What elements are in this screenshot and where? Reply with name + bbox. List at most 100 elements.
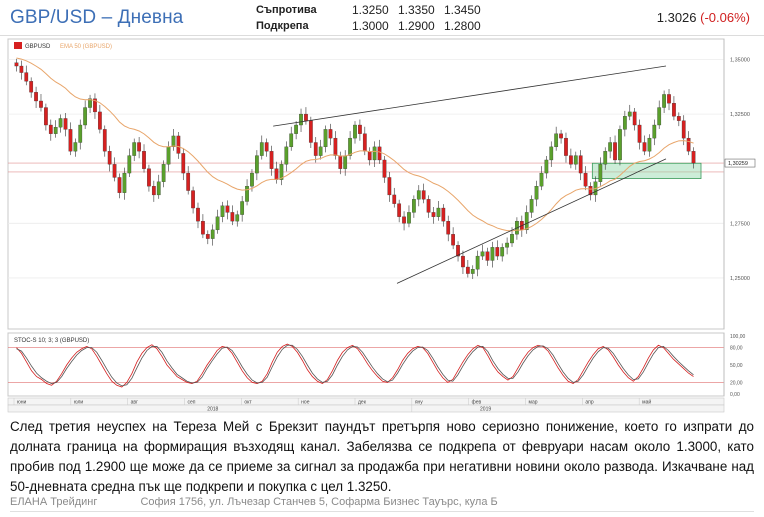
stochastic-layer [8, 343, 724, 388]
stochastic-line [16, 344, 694, 387]
candle-body [348, 137, 352, 156]
candle-body [524, 212, 529, 231]
candle-body [642, 142, 647, 152]
stochastic-tick-label: 0,00 [730, 392, 740, 398]
candle-body [255, 155, 259, 174]
candle-body [220, 205, 225, 217]
candle-body [250, 172, 254, 187]
candle-body [210, 229, 215, 239]
candle-body [338, 155, 343, 169]
candle-body [490, 247, 495, 261]
resistance-label: Съпротива [256, 4, 317, 16]
month-tick-label: окт [244, 400, 252, 406]
candle-body [117, 177, 122, 193]
symbol-legend-label: GBPUSD [25, 44, 51, 50]
price-quote: 1.3026 (-0.06%) [657, 10, 750, 25]
stochastic-legend-label: STOC-S 10; 3; 3 (GBPUSD) [14, 338, 89, 344]
candle-body [539, 172, 544, 187]
candle-body [564, 137, 568, 156]
candle-body [686, 137, 691, 152]
candle-body [53, 127, 58, 134]
candle-body [39, 100, 43, 108]
header-divider [0, 35, 764, 36]
candle-body [407, 212, 411, 224]
candle-body [274, 168, 279, 180]
candle-body [652, 124, 657, 139]
candle-body [480, 251, 485, 257]
price-tick-label: 1,32500 [730, 112, 750, 118]
symbol-legend-icon [14, 42, 22, 49]
candle-body [318, 146, 323, 156]
candle-body [578, 155, 583, 174]
price-tick-label: 1,35000 [730, 57, 750, 63]
price-axis: 1,35000 1,32500 1,27500 1,25000 1,30259 [723, 39, 756, 329]
candle-body [107, 151, 112, 165]
chart-title: GBP/USD – Дневна [10, 7, 184, 28]
month-tick-label: мар [529, 400, 538, 406]
candle-body [426, 199, 431, 213]
candle-body [58, 118, 63, 128]
candle-body [112, 164, 117, 178]
candle-body [313, 142, 318, 156]
candle-body [637, 124, 642, 143]
candle-body [662, 94, 666, 108]
candle-body [259, 142, 264, 156]
candle-body [465, 266, 470, 274]
candle-body [505, 242, 509, 248]
candle-body [544, 159, 549, 174]
month-axis-strip [7, 397, 725, 406]
candle-body [627, 111, 632, 117]
candle-body [618, 129, 622, 161]
candle-body [510, 234, 514, 244]
support-zone-layer [591, 162, 702, 179]
candle-body [534, 186, 539, 200]
candle-body [73, 142, 78, 152]
candle-body [166, 146, 171, 165]
stochastic-axis: 100,00 80,00 50,00 20,00 0,00 [723, 333, 746, 398]
candle-body [632, 111, 637, 126]
month-tick-label: фев [472, 400, 482, 406]
time-axis: юни юли авг сеп окт ное дек яну фев мар апр май 2018… [13, 398, 651, 413]
ema-layer [16, 57, 694, 232]
candle-body [304, 113, 308, 121]
candle-body [333, 137, 338, 156]
candle-body [456, 245, 460, 257]
candle-body [603, 151, 608, 165]
candle-body [416, 190, 421, 200]
candle-body [573, 155, 578, 165]
candle-body [181, 153, 186, 174]
candle-body [475, 255, 480, 270]
candle-body [691, 151, 696, 164]
price-grid [8, 59, 724, 279]
candle-body [598, 164, 603, 182]
candle-body [446, 220, 451, 235]
price-change: (-0.06%) [700, 10, 750, 25]
candle-body [127, 155, 132, 174]
candle-body [308, 120, 313, 143]
candle-body [240, 201, 245, 215]
price-tick-label: 1,25000 [730, 276, 750, 282]
candle-body [102, 129, 107, 152]
ema-legend-label: EMA 50 (GBPUSD) [60, 44, 112, 50]
candle-body [122, 172, 127, 193]
candle-body [83, 107, 88, 126]
candle-body [235, 214, 240, 222]
candle-body [353, 124, 357, 139]
month-tick-label: юли [74, 400, 84, 406]
candle-body [436, 207, 441, 217]
candle-body [461, 255, 465, 268]
candle-body [63, 118, 68, 130]
candle-body [500, 247, 505, 257]
analysis-text: След третия неуспех на Тереза Мей с Брек… [10, 419, 754, 494]
candle-body [176, 135, 181, 154]
candle-body [171, 135, 176, 148]
candle-body [44, 107, 48, 126]
support-level-2: 1.2900 [398, 19, 435, 33]
candle-body [613, 142, 617, 161]
candle-body [362, 133, 367, 152]
month-tick-label: дек [358, 400, 367, 406]
month-tick-label: апр [585, 400, 593, 406]
candle-body [151, 186, 156, 196]
candle-body [377, 146, 382, 161]
candle-body [681, 120, 686, 139]
